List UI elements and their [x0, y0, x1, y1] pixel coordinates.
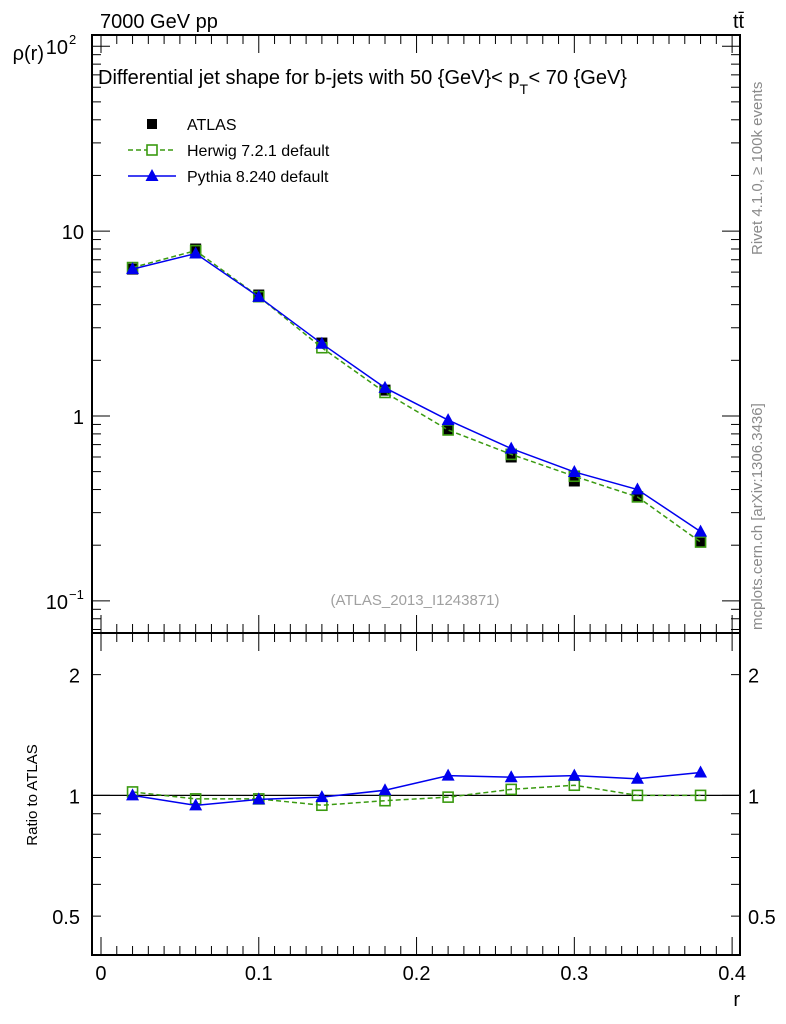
- data-point-atlas: [695, 536, 707, 548]
- data-point-pythia: [694, 524, 708, 537]
- data-point-pythia: [504, 441, 518, 454]
- y-axis-label: ρ(r): [13, 43, 44, 65]
- header-left: 7000 GeV pp: [100, 11, 218, 33]
- data-point-pythia: [189, 246, 203, 259]
- series-line-herwig: [132, 784, 701, 806]
- legend-marker: [147, 119, 157, 129]
- y-tick-label: 10: [46, 592, 68, 614]
- series-line-pythia: [132, 771, 701, 807]
- data-point-pythia: [441, 413, 455, 426]
- data-point-pythia: [567, 768, 581, 781]
- data-point-herwig: [379, 794, 391, 807]
- legend-label: Pythia 8.240 default: [187, 169, 329, 186]
- y-tick-label-right: 0.5: [748, 907, 776, 929]
- y-tick-label: 2: [69, 666, 80, 688]
- header-right: tt̄: [733, 11, 745, 33]
- data-point-herwig: [694, 789, 707, 802]
- rivet-label: Rivet 4.1.0, ≥ 100k events: [749, 82, 766, 255]
- data-point-atlas: [442, 423, 454, 435]
- data-point-pythia: [378, 783, 392, 796]
- x-tick-label: 0.1: [245, 963, 273, 985]
- x-tick-label: 0.2: [403, 963, 431, 985]
- data-point-herwig: [505, 783, 518, 796]
- data-point-pythia: [189, 798, 203, 811]
- data-point-pythia: [630, 771, 644, 784]
- x-tick-label: 0.4: [718, 963, 746, 985]
- plot-frame: [91, 632, 741, 956]
- y-tick-label: 10: [46, 37, 68, 59]
- y-axis-label: Ratio to ATLAS: [24, 744, 41, 845]
- y-tick-label-exponent: 2: [69, 32, 76, 47]
- chart-title-subscript: T: [520, 81, 529, 97]
- data-point-herwig: [442, 791, 454, 803]
- data-point-herwig: [694, 536, 707, 548]
- y-tick-label-right: 1: [748, 786, 759, 808]
- data-point-pythia: [441, 768, 455, 781]
- data-point-pythia: [315, 336, 329, 349]
- chart-title-tail: < 70 {GeV}: [529, 67, 628, 89]
- data-point-pythia: [126, 262, 140, 275]
- legend-item-herwig: Herwig 7.2.1 default: [128, 143, 330, 160]
- y-tick-label: 10: [62, 222, 84, 244]
- y-tick-label-right: 2: [748, 666, 759, 688]
- x-tick-label: 0.3: [560, 963, 588, 985]
- data-point-pythia: [694, 765, 708, 778]
- series-line-pythia: [132, 252, 701, 533]
- data-point-atlas: [505, 451, 517, 463]
- data-point-pythia: [567, 464, 581, 477]
- watermark: (ATLAS_2013_I1243871): [330, 592, 499, 609]
- x-tick-label: 0: [95, 963, 106, 985]
- ratio-plot: 2 2 1 1 0.5 0.5 0 0.1 0.2 0.3 0.4 r Ratio to ATLAS: [24, 632, 776, 1011]
- legend-label: ATLAS: [187, 117, 237, 134]
- data-point-pythia: [252, 792, 266, 805]
- data-point-herwig: [631, 789, 644, 802]
- legend-marker: [146, 144, 158, 156]
- data-point-pythia: [504, 770, 518, 783]
- y-tick-label: 1: [69, 786, 80, 808]
- data-point-pythia: [378, 380, 392, 393]
- data-point-pythia: [252, 289, 266, 302]
- mcplots-label: mcplots.cern.ch [arXiv:1306.3436]: [749, 403, 766, 630]
- data-point-pythia: [126, 788, 140, 801]
- series-line-herwig: [132, 249, 701, 543]
- legend-marker: [145, 169, 159, 181]
- legend-item-atlas: ATLAS: [147, 117, 237, 134]
- x-axis-label: r: [733, 989, 740, 1011]
- legend-label: Herwig 7.2.1 default: [187, 143, 330, 160]
- data-point-pythia: [630, 482, 644, 495]
- y-tick-label-exponent: −1: [69, 587, 84, 602]
- legend-item-pythia: Pythia 8.240 default: [128, 169, 329, 186]
- y-tick-label: 1: [73, 407, 84, 429]
- chart-title: Differential jet shape for b-jets with 5…: [98, 67, 520, 89]
- y-tick-label: 0.5: [52, 907, 80, 929]
- data-point-pythia: [315, 790, 329, 803]
